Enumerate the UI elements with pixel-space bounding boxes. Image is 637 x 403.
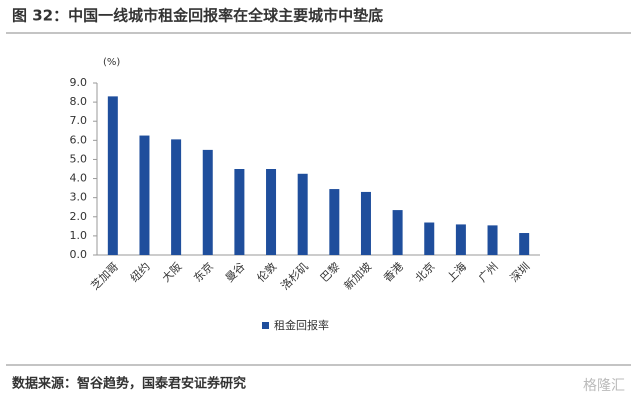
x-tick-label: 芝加哥: [89, 260, 122, 293]
x-tick-label: 伦敦: [254, 259, 279, 284]
x-tick-label: 深圳: [508, 260, 533, 285]
source: 数据来源：智谷趋势，国泰君安证券研究: [12, 376, 246, 392]
bar: [107, 96, 118, 255]
y-tick-label: 7.0: [70, 114, 88, 127]
bar: [424, 222, 435, 255]
chart-title: 图 32：中国一线城市租金回报率在全球主要城市中垫底: [12, 7, 383, 25]
x-tick-label: 上海: [444, 259, 469, 284]
x-tick-label: 香港: [381, 260, 406, 285]
bar: [360, 191, 371, 255]
x-tick-label: 巴黎: [317, 259, 342, 284]
legend-label: 租金回报率: [274, 318, 329, 332]
y-tick-label: 6.0: [70, 133, 88, 146]
bar: [392, 210, 403, 255]
y-tick-label: 8.0: [70, 95, 88, 108]
bar: [297, 173, 308, 255]
bar: [487, 225, 498, 255]
x-tick-label: 广州: [476, 260, 501, 285]
y-tick-label: 3.0: [70, 191, 88, 204]
bar: [202, 149, 213, 255]
bar: [171, 139, 182, 255]
x-tick-label: 东京: [191, 259, 216, 284]
x-tick-label: 新加坡: [341, 259, 374, 292]
y-unit: (%): [103, 57, 120, 68]
y-tick-label: 9.0: [70, 76, 88, 89]
bar: [266, 169, 277, 255]
x-tick-label: 纽约: [127, 259, 152, 284]
x-tick-label: 北京: [412, 259, 437, 284]
y-tick-label: 4.0: [70, 172, 88, 185]
bar: [329, 189, 340, 255]
watermark: 格隆汇: [583, 378, 625, 394]
bar: [234, 169, 245, 255]
bar: [519, 233, 530, 255]
x-tick-label: 曼谷: [223, 260, 248, 285]
x-tick-label: 洛杉矶: [278, 259, 311, 292]
bar: [455, 224, 466, 255]
x-tick-label: 大阪: [159, 259, 184, 284]
y-tick-label: 1.0: [70, 229, 88, 242]
legend-swatch: [262, 322, 269, 329]
y-tick-label: 0.0: [70, 248, 88, 261]
y-tick-label: 2.0: [70, 210, 88, 223]
y-tick-label: 5.0: [70, 152, 88, 165]
bar: [139, 135, 150, 255]
